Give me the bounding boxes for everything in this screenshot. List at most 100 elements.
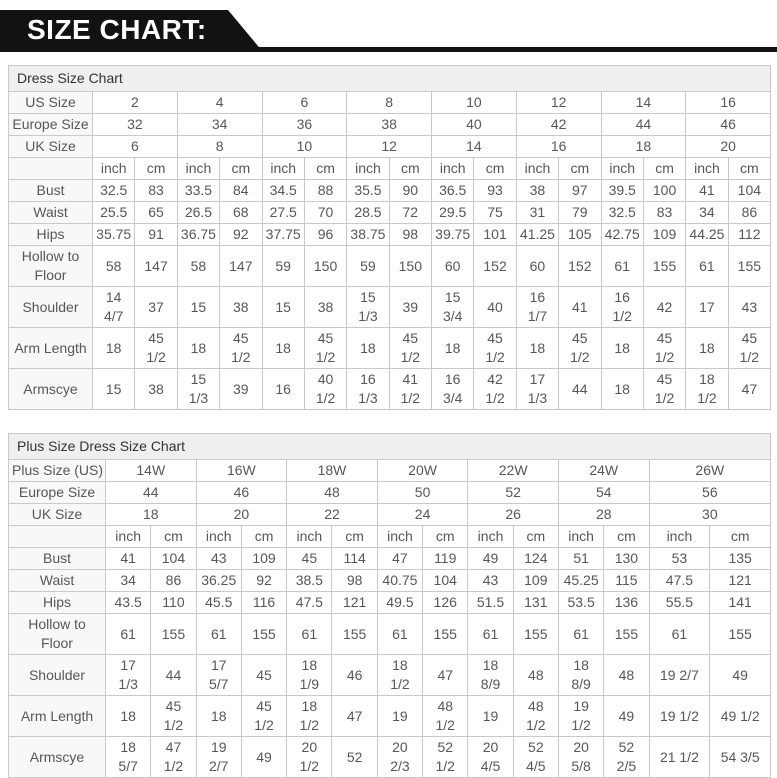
row-label: Hollow to Floor bbox=[8, 245, 93, 287]
size-value-cell: 22W bbox=[467, 459, 559, 482]
inch-value-cell: 61 bbox=[685, 245, 729, 287]
cm-value-cell: 40 bbox=[473, 286, 517, 328]
cm-value-cell: 86 bbox=[150, 569, 197, 592]
cm-value-cell: 39 bbox=[219, 368, 263, 410]
cm-value-cell: 155 bbox=[331, 613, 378, 655]
inch-value-cell: 15 1/3 bbox=[176, 368, 221, 410]
size-header-row: Plus Size (US) 14W 16W 18W 20W 22W 24W 26W bbox=[8, 459, 772, 482]
inch-value-cell: 58 bbox=[91, 245, 136, 287]
size-value-cell: 52 bbox=[467, 481, 559, 504]
cm-value-cell: 39 bbox=[388, 286, 433, 328]
page-title: SIZE CHART: bbox=[27, 14, 207, 45]
size-value-cell: 10 bbox=[431, 91, 517, 114]
inch-value-cell: 19 2/7 bbox=[648, 654, 711, 696]
inch-value-cell: 47 bbox=[376, 547, 424, 570]
size-value-cell: 8 bbox=[176, 135, 263, 158]
cm-value-cell: 65 bbox=[134, 201, 178, 224]
cm-value-cell: 45 1/2 bbox=[388, 327, 433, 369]
cm-value-cell: 48 bbox=[512, 654, 559, 696]
inch-value-cell: 18 bbox=[261, 327, 305, 369]
cm-value-cell: 45 1/2 bbox=[727, 327, 772, 369]
size-value-cell: 16W bbox=[195, 459, 288, 482]
cm-value-cell: 141 bbox=[709, 591, 772, 614]
cm-value-cell: 45 1/2 bbox=[558, 327, 602, 369]
inch-value-cell: 53.5 bbox=[557, 591, 605, 614]
inch-value-cell: 61 bbox=[104, 613, 152, 655]
inch-value-cell: 43 bbox=[467, 569, 514, 592]
inch-value-cell: 61 bbox=[648, 613, 711, 655]
size-value-cell: 22 bbox=[286, 503, 378, 526]
plus-size-dress-size-chart-section: Plus Size Dress Size Chart Plus Size (US)… bbox=[7, 433, 772, 778]
cm-value-cell: 110 bbox=[150, 591, 197, 614]
size-value-cell: 38 bbox=[346, 113, 432, 136]
inch-value-cell: 41 bbox=[685, 179, 729, 202]
unit-cm-label: cm bbox=[331, 525, 378, 548]
inch-value-cell: 17 1/3 bbox=[104, 654, 152, 696]
inch-value-cell: 29.5 bbox=[430, 201, 475, 224]
size-value-cell: 26W bbox=[648, 459, 772, 482]
cm-value-cell: 45 1/2 bbox=[473, 327, 517, 369]
unit-inch-label: inch bbox=[346, 157, 390, 180]
cm-value-cell: 45 1/2 bbox=[240, 695, 288, 737]
inch-value-cell: 37.75 bbox=[261, 223, 305, 246]
size-value-cell: 30 bbox=[648, 503, 772, 526]
cm-value-cell: 52 4/5 bbox=[512, 736, 559, 778]
size-value-cell: 20 bbox=[195, 503, 288, 526]
measurement-row: Shoulder 14 4/7 37 15 38 15 38 15 1/3 39 15 3/4 40… bbox=[8, 286, 772, 328]
unit-row-spacer bbox=[8, 525, 106, 548]
measurement-row: Shoulder 17 1/3 44 17 5/7 45 18 1/9 46 18 1/2 47… bbox=[8, 654, 772, 696]
cm-value-cell: 40 1/2 bbox=[303, 368, 348, 410]
unit-inch-label: inch bbox=[467, 525, 514, 548]
size-value-cell: 18 bbox=[600, 135, 687, 158]
inch-value-cell: 60 bbox=[430, 245, 475, 287]
unit-inch-label: inch bbox=[376, 525, 424, 548]
size-value-cell: 32 bbox=[92, 113, 178, 136]
row-label: Bust bbox=[8, 179, 93, 202]
cm-value-cell: 92 bbox=[240, 569, 288, 592]
inch-value-cell: 18 1/2 bbox=[376, 654, 424, 696]
inch-value-cell: 47.5 bbox=[648, 569, 711, 592]
inch-value-cell: 20 5/8 bbox=[557, 736, 605, 778]
cm-value-cell: 155 bbox=[642, 245, 687, 287]
cm-value-cell: 92 bbox=[219, 223, 263, 246]
row-label: Waist bbox=[8, 569, 106, 592]
cm-value-cell: 155 bbox=[150, 613, 197, 655]
cm-value-cell: 100 bbox=[642, 179, 687, 202]
cm-value-cell: 131 bbox=[512, 591, 559, 614]
unit-inch-label: inch bbox=[261, 157, 305, 180]
row-label: Hips bbox=[8, 591, 106, 614]
cm-value-cell: 147 bbox=[134, 245, 178, 287]
inch-value-cell: 45.25 bbox=[557, 569, 605, 592]
cm-value-cell: 152 bbox=[473, 245, 517, 287]
size-value-cell: 18W bbox=[286, 459, 378, 482]
size-value-cell: 4 bbox=[176, 91, 263, 114]
size-value-cell: 48 bbox=[286, 481, 378, 504]
unit-cm-label: cm bbox=[219, 157, 263, 180]
table-title: Dress Size Chart bbox=[7, 65, 772, 92]
inch-value-cell: 40.75 bbox=[376, 569, 424, 592]
inch-value-cell: 26.5 bbox=[176, 201, 221, 224]
cm-value-cell: 155 bbox=[603, 613, 650, 655]
cm-value-cell: 42 bbox=[642, 286, 687, 328]
cm-value-cell: 109 bbox=[512, 569, 559, 592]
inch-value-cell: 18 bbox=[104, 695, 152, 737]
unit-inch-label: inch bbox=[176, 157, 221, 180]
inch-value-cell: 31 bbox=[515, 201, 560, 224]
inch-value-cell: 59 bbox=[261, 245, 305, 287]
inch-value-cell: 19 bbox=[376, 695, 424, 737]
cm-value-cell: 147 bbox=[219, 245, 263, 287]
inch-value-cell: 49.5 bbox=[376, 591, 424, 614]
row-label: Europe Size bbox=[8, 481, 106, 504]
inch-value-cell: 15 1/3 bbox=[346, 286, 390, 328]
unit-inch-label: inch bbox=[557, 525, 605, 548]
size-header-row: UK Size 6 8 10 12 14 16 18 20 bbox=[8, 135, 772, 158]
inch-value-cell: 38 bbox=[515, 179, 560, 202]
unit-inch-label: inch bbox=[104, 525, 152, 548]
cm-value-cell: 49 bbox=[709, 654, 772, 696]
row-label: Bust bbox=[8, 547, 106, 570]
cm-value-cell: 68 bbox=[219, 201, 263, 224]
unit-cm-label: cm bbox=[558, 157, 602, 180]
inch-value-cell: 27.5 bbox=[261, 201, 305, 224]
row-label: Arm Length bbox=[8, 695, 106, 737]
row-label: Hips bbox=[8, 223, 93, 246]
